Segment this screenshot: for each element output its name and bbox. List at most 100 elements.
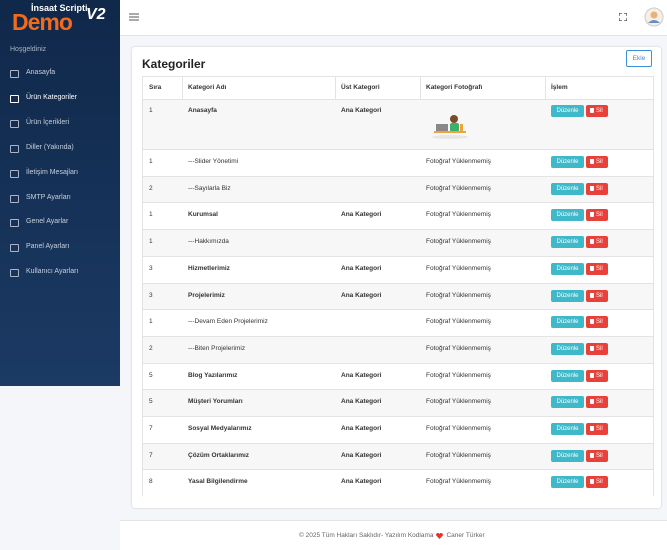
- table-header: Kategori Fotoğrafı: [426, 84, 483, 91]
- footer: © 2025 Tüm Hakları Saklıdır- Yazılım Kod…: [120, 520, 667, 550]
- trash-icon: [590, 108, 594, 113]
- edit-button[interactable]: Düzenle: [551, 449, 584, 462]
- menu-item[interactable]: Ürün Kategoriler: [0, 92, 120, 106]
- delete-label: Sil: [596, 185, 603, 192]
- menu-icon: [10, 144, 19, 153]
- table-cell: Ana Kategori: [341, 371, 382, 379]
- table-cell: 2: [149, 184, 153, 192]
- menu-item[interactable]: Genel Ayarlar: [0, 216, 120, 230]
- delete-label: Sil: [596, 212, 603, 219]
- menu-item[interactable]: Kullanıcı Ayarları: [0, 266, 120, 280]
- menu-label: İletişim Mesajları: [26, 168, 79, 176]
- edit-button[interactable]: Düzenle: [551, 262, 584, 275]
- edit-button[interactable]: Düzenle: [551, 156, 584, 168]
- table-cell: Hizmetlerimiz: [188, 264, 230, 272]
- table-cell: Fotoğraf Yüklenmemiş: [426, 398, 491, 406]
- table-header: Üst Kategori: [341, 84, 380, 91]
- table-cell: 1: [149, 238, 153, 246]
- delete-label: Sil: [596, 239, 603, 246]
- menu-item[interactable]: İletişim Mesajları: [0, 167, 120, 181]
- edit-button[interactable]: Düzenle: [551, 316, 584, 329]
- table-cell: 7: [149, 451, 153, 459]
- delete-label: Sil: [596, 479, 603, 486]
- table-row: 8 Yasal Bilgilendirme Ana Kategori Fotoğraf…: [143, 469, 653, 498]
- table-cell: Ana Kategori: [341, 451, 382, 459]
- delete-button[interactable]: Sil: [586, 396, 608, 409]
- table-cell: 1: [149, 158, 153, 165]
- menu-toggle[interactable]: [129, 13, 139, 21]
- table-row: 3 Projelerimiz Ana Kategori Fotoğraf Yüklen…: [143, 282, 653, 311]
- menu-item[interactable]: Anasayfa: [0, 67, 120, 81]
- add-button[interactable]: Ekle: [626, 50, 652, 67]
- edit-button[interactable]: Düzenle: [551, 476, 584, 489]
- table-cell: Fotoğraf Yüklenmemiş: [426, 451, 491, 459]
- delete-button[interactable]: Sil: [586, 289, 608, 302]
- table-row: 1 Kurumsal Ana Kategori Fotoğraf Yüklenmemi…: [143, 202, 653, 231]
- table-cell: Fotoğraf Yüklenmemiş: [426, 184, 491, 192]
- table-row: 5 Blog Yazılarımız Ana Kategori Fotoğraf Yü…: [143, 362, 653, 391]
- trash-icon: [590, 159, 594, 164]
- menu-label: Panel Ayarları: [26, 243, 70, 251]
- delete-button[interactable]: Sil: [586, 316, 608, 329]
- heart-icon: [436, 532, 444, 539]
- table-cell: Ana Kategori: [341, 425, 382, 432]
- table-cell: Fotoğraf Yüklenmemiş: [426, 318, 491, 326]
- trash-icon: [590, 479, 594, 485]
- trash-icon: [590, 185, 594, 191]
- edit-button[interactable]: Düzenle: [551, 182, 584, 195]
- table-cell: 3: [149, 264, 153, 272]
- fullscreen-icon[interactable]: [619, 13, 627, 21]
- edit-button[interactable]: Düzenle: [551, 396, 584, 409]
- delete-button[interactable]: Sil: [586, 262, 608, 275]
- menu-icon: [10, 194, 19, 203]
- delete-button[interactable]: Sil: [586, 236, 608, 249]
- delete-label: Sil: [596, 426, 603, 432]
- delete-button[interactable]: Sil: [586, 369, 608, 382]
- table-cell: Fotoğraf Yüklenmemiş: [426, 371, 491, 379]
- menu-item[interactable]: Ürün İçerikleri: [0, 117, 120, 131]
- table-cell: 1: [149, 318, 153, 326]
- table-cell: Fotoğraf Yüklenmemiş: [426, 158, 491, 165]
- sidebar: İnsaat Scripti Demo V2 Hoşgeldiniz Anasa…: [0, 0, 120, 386]
- menu-item[interactable]: SMTP Ayarları: [0, 192, 120, 206]
- edit-button[interactable]: Düzenle: [551, 369, 584, 382]
- edit-button[interactable]: Düzenle: [551, 236, 584, 249]
- table-cell: Fotoğraf Yüklenmemiş: [426, 264, 491, 272]
- edit-button[interactable]: Düzenle: [551, 423, 584, 435]
- menu-icon: [10, 269, 19, 278]
- edit-button[interactable]: Düzenle: [551, 209, 584, 222]
- trash-icon: [590, 212, 594, 218]
- delete-button[interactable]: Sil: [586, 209, 608, 222]
- menu-item[interactable]: Panel Ayarları: [0, 241, 120, 255]
- table-row: 2 ---Sayılarla Biz Fotoğraf Yüklenmemiş Düz…: [143, 175, 653, 204]
- table-header: Sıra: [149, 84, 162, 91]
- edit-button[interactable]: Düzenle: [551, 105, 584, 117]
- delete-button[interactable]: Sil: [586, 156, 608, 168]
- delete-button[interactable]: Sil: [586, 449, 608, 462]
- delete-button[interactable]: Sil: [586, 342, 608, 355]
- menu-label: Genel Ayarlar: [26, 218, 69, 226]
- delete-button[interactable]: Sil: [586, 423, 608, 435]
- delete-button[interactable]: Sil: [586, 182, 608, 195]
- table-cell: Fotoğraf Yüklenmemiş: [426, 211, 491, 219]
- edit-button[interactable]: Düzenle: [551, 342, 584, 355]
- table-row: 1 ---Hakkımızda Fotoğraf Yüklenmemiş Düzenl…: [143, 229, 653, 257]
- category-photo: [432, 115, 468, 139]
- trash-icon: [590, 399, 594, 405]
- table-cell: Ana Kategori: [341, 211, 382, 219]
- table-cell: Ana Kategori: [341, 291, 382, 299]
- delete-button[interactable]: Sil: [586, 476, 608, 489]
- trash-icon: [590, 265, 594, 271]
- trash-icon: [590, 319, 594, 325]
- delete-button[interactable]: Sil: [586, 105, 608, 117]
- user-avatar[interactable]: [644, 7, 664, 27]
- table-cell: Fotoğraf Yüklenmemiş: [426, 238, 491, 246]
- edit-button[interactable]: Düzenle: [551, 289, 584, 302]
- footer-line: © 2025 Tüm Hakları Saklıdır- Yazılım Kod…: [299, 532, 485, 539]
- table-cell: ---Hakkımızda: [188, 238, 229, 246]
- table-cell: ---Slider Yönetimi: [188, 158, 239, 165]
- card-title: Kategoriler: [142, 57, 206, 71]
- delete-label: Sil: [596, 452, 603, 459]
- menu-item[interactable]: Diller (Yakında): [0, 142, 120, 156]
